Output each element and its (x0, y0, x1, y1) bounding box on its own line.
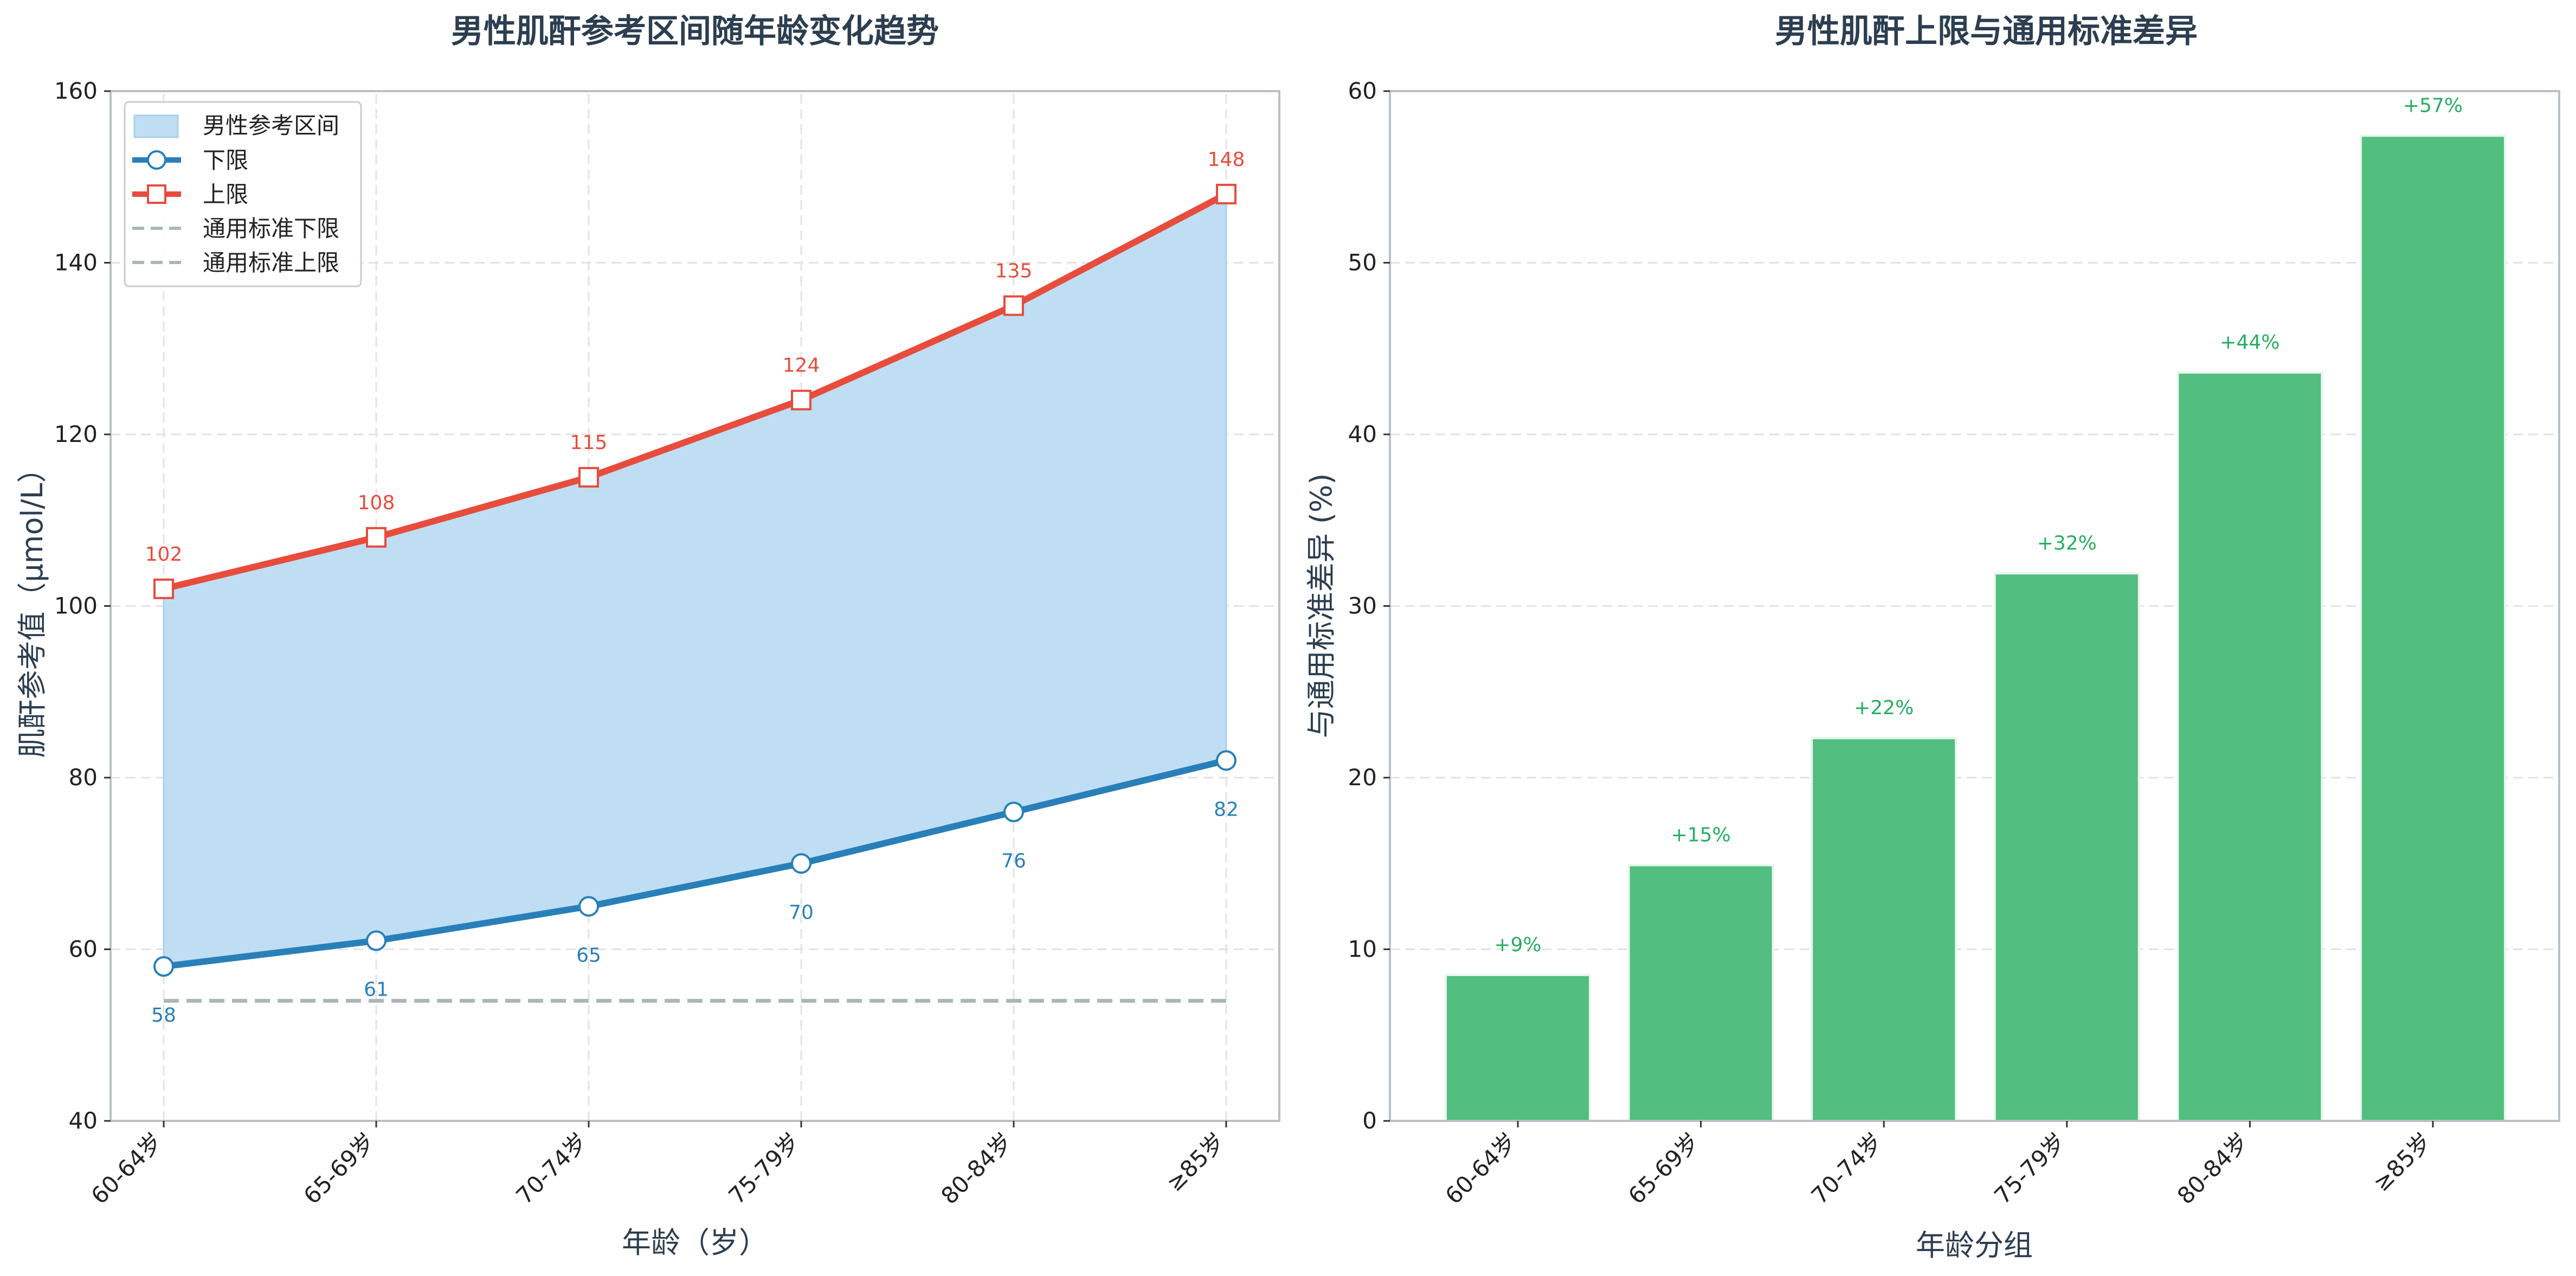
reference-band-area (163, 193, 1227, 967)
y-tick-label: 20 (1348, 764, 1377, 791)
y-tick-label: 100 (54, 593, 98, 619)
y-tick-label: 160 (54, 78, 98, 104)
bar (1445, 973, 1591, 1122)
legend-label-ref-upper: 通用标准上限 (203, 249, 339, 276)
bar-chart-title: 男性肌酐上限与通用标准差异 (1775, 12, 2198, 50)
upper-limit-line (163, 191, 1228, 592)
legend-label-upper: 上限 (203, 181, 248, 208)
bar (1627, 864, 1774, 1123)
y-tick-label: 60 (1348, 78, 1377, 104)
line-chart-panel: 男性肌酐参考区间随年龄变化趋势 58 61 65 70 76 82 102 108 115 124… (15, 12, 1280, 1260)
lower-limit-line (163, 757, 1227, 970)
lower-limit-label: 82 (1214, 798, 1239, 820)
x-tick-label: 80-84岁 (936, 1127, 1017, 1209)
y-tick-label: 80 (69, 764, 98, 791)
upper-limit-label: 148 (1208, 149, 1245, 171)
x-tick-label: 60-64岁 (86, 1127, 168, 1209)
x-tick-label: 70-74岁 (1806, 1127, 1888, 1209)
x-tick-label: 70-74岁 (511, 1127, 593, 1209)
lower-limit-label: 70 (789, 901, 814, 924)
bar-chart-ylabel: 与通用标准差异 (%) (1304, 473, 1338, 739)
lower-limit-label: 65 (576, 944, 601, 966)
upper-limit-label: 135 (995, 260, 1033, 283)
lower-limit-point (791, 853, 812, 874)
legend-label-ref-lower: 通用标准下限 (203, 215, 339, 242)
upper-limit-point (1216, 183, 1237, 204)
lower-limit-label: 76 (1001, 850, 1026, 872)
y-tick-label: 30 (1348, 593, 1377, 619)
bar (2360, 134, 2506, 1122)
line-chart-legend: 男性参考区间 下限 上限 通用标准下限 通用标准上限 (124, 101, 362, 287)
y-tick-label: 40 (1348, 421, 1377, 447)
legend-label-lower: 下限 (203, 147, 248, 174)
upper-limit-label: 124 (783, 355, 820, 377)
bar-value-label: +9% (1494, 934, 1541, 956)
line-chart-ylabel: 肌酐参考值（μmol/L） (15, 453, 49, 758)
line-chart-xlabel: 年龄（岁） (622, 1226, 768, 1260)
upper-limit-label: 115 (570, 432, 608, 454)
y-tick-label: 50 (1348, 249, 1377, 276)
legend-label-band: 男性参考区间 (203, 112, 339, 139)
x-tick-label: 75-79岁 (723, 1127, 805, 1209)
lower-limit-label: 61 (364, 979, 389, 1001)
y-tick-label: 140 (54, 249, 98, 276)
upper-limit-point (1003, 295, 1024, 316)
x-tick-label: 60-64岁 (1440, 1127, 1522, 1209)
bar (2176, 371, 2323, 1122)
bar-value-label: +15% (1671, 824, 1731, 846)
x-tick-label: 75-79岁 (1989, 1127, 2071, 1209)
legend-marker-upper (147, 184, 166, 204)
legend-marker-lower (147, 150, 166, 170)
upper-limit-point (578, 467, 599, 488)
bar (1993, 572, 2140, 1122)
y-tick-label: 120 (54, 421, 98, 447)
lower-limit-point (366, 930, 387, 951)
lower-limit-point (1003, 801, 1024, 823)
bar-value-label: +57% (2403, 94, 2463, 117)
upper-limit-point (153, 578, 174, 599)
bar-value-label: +32% (2037, 532, 2097, 554)
bar-chart-xlabel: 年龄分组 (1916, 1228, 2033, 1262)
line-chart-title: 男性肌酐参考区间随年龄变化趋势 (451, 12, 939, 50)
y-tick-label: 0 (1362, 1107, 1377, 1134)
legend-swatch-band (133, 114, 179, 138)
bar-value-label: +22% (1854, 697, 1914, 719)
x-tick-label: 65-69岁 (1623, 1127, 1705, 1209)
x-tick-label: 65-69岁 (298, 1127, 380, 1209)
lower-limit-label: 58 (151, 1004, 176, 1027)
x-tick-label: ≥85岁 (1161, 1127, 1230, 1196)
upper-limit-label: 108 (358, 492, 395, 514)
lower-limit-point (578, 896, 599, 917)
x-tick-label: 80-84岁 (2172, 1127, 2254, 1209)
bar-value-label: +44% (2220, 331, 2279, 354)
bar (1811, 737, 1957, 1122)
upper-limit-point (791, 389, 812, 411)
bar-chart-panel: 男性肌酐上限与通用标准差异 +9% +15% +22% +32% +44% +57% 0 1… (1304, 12, 2560, 1262)
lower-limit-point (1216, 750, 1237, 771)
upper-limit-point (366, 527, 387, 548)
y-tick-label: 40 (69, 1107, 98, 1134)
legend-box (124, 101, 362, 287)
y-tick-label: 60 (69, 936, 98, 963)
x-tick-label: ≥85岁 (2368, 1127, 2437, 1196)
lower-limit-point (153, 956, 174, 977)
y-tick-label: 10 (1348, 936, 1377, 963)
upper-limit-label: 102 (145, 543, 183, 566)
